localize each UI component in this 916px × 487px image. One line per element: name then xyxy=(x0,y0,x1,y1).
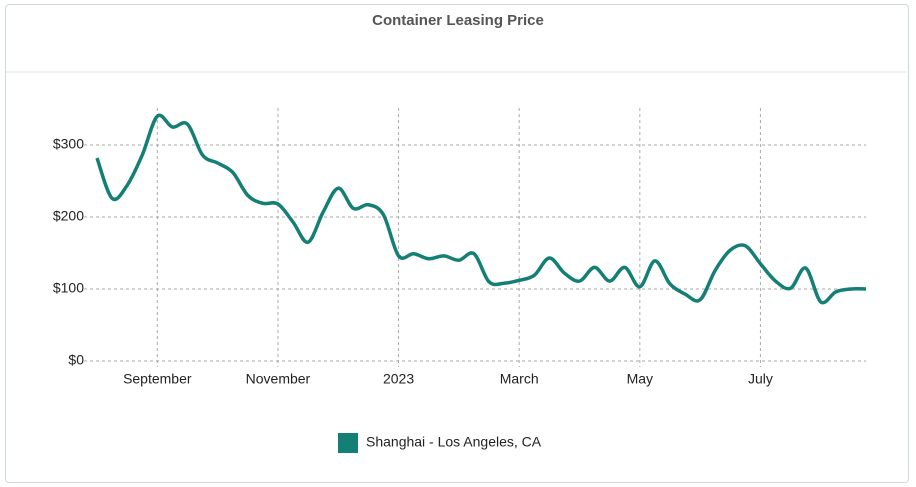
card xyxy=(5,4,909,483)
x-tick-label: July xyxy=(748,371,773,387)
legend-swatch xyxy=(338,433,358,453)
x-tick-label: May xyxy=(627,371,653,387)
y-tick-label: $200 xyxy=(53,208,84,224)
chart-title: Container Leasing Price xyxy=(372,12,544,29)
x-tick-label: November xyxy=(246,371,311,387)
y-tick-label: $0 xyxy=(68,352,84,368)
line xyxy=(95,113,867,305)
y-tick-label: $100 xyxy=(53,280,84,296)
y-tick-label: $300 xyxy=(53,136,84,152)
legend-label: Shanghai - Los Angeles, CA xyxy=(366,434,542,450)
x-tick-label: 2023 xyxy=(383,371,414,387)
x-tick-label: March xyxy=(500,371,539,387)
x-tick-label: September xyxy=(123,371,192,387)
